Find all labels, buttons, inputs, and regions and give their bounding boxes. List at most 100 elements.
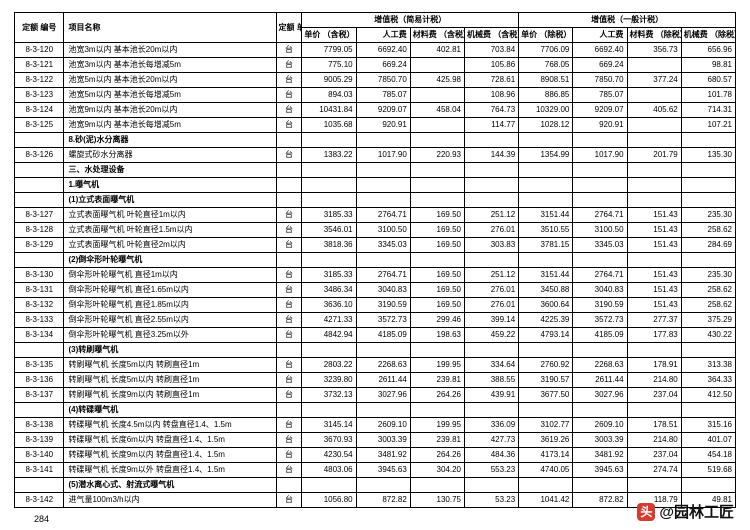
- cell-value: 454.18: [681, 448, 735, 463]
- cell-unit: [276, 133, 302, 148]
- cell-code: 8-3-127: [15, 208, 64, 223]
- cell-value: 3600.64: [519, 298, 573, 313]
- cell-value: 7799.05: [302, 43, 356, 58]
- cell-unit: 台: [276, 283, 302, 298]
- cell-value: 3190.57: [519, 373, 573, 388]
- cell-value: 1383.22: [302, 148, 356, 163]
- cell-value: 4793.14: [519, 328, 573, 343]
- cell-value: 303.83: [464, 238, 518, 253]
- cell-value: 872.82: [356, 493, 410, 508]
- cell-code: 8-3-139: [15, 433, 64, 448]
- cell-name: (3)转刷曝气机: [64, 343, 276, 358]
- cell-unit: [276, 478, 302, 493]
- table-row: 8-3-130倒伞形叶轮曝气机 直径1m以内台3185.332764.71169…: [15, 268, 736, 283]
- cell-value: 3572.73: [356, 313, 410, 328]
- cell-name: 立式表面曝气机 叶轮直径2m以内: [64, 238, 276, 253]
- cell-value: 178.51: [627, 418, 681, 433]
- cell-value: 439.91: [464, 388, 518, 403]
- cell-value: 405.62: [627, 103, 681, 118]
- cell-value: 199.95: [410, 358, 464, 373]
- cell-value: 2611.44: [356, 373, 410, 388]
- cell-unit: [276, 343, 302, 358]
- cell-name: (2)倒伞形叶轮曝气机: [64, 253, 276, 268]
- table-row: 8-3-138转碟曝气机 长度4.5m以内 转盘直径1.4、1.5m台3145.…: [15, 418, 736, 433]
- cell-value: 2803.22: [302, 358, 356, 373]
- cell-value: 313.38: [681, 358, 735, 373]
- cell-value: 459.22: [464, 328, 518, 343]
- cell-value: 425.98: [410, 73, 464, 88]
- table-row: (3)转刷曝气机: [15, 343, 736, 358]
- cell-value: [681, 403, 735, 418]
- table-body: 8-3-120池宽3m以内 基本池长20m以内台7799.056692.4040…: [15, 43, 736, 508]
- cell-value: [464, 163, 518, 178]
- cell-value: 2268.63: [573, 358, 627, 373]
- cell-code: 8-3-123: [15, 88, 64, 103]
- cell-unit: 台: [276, 328, 302, 343]
- cell-value: 4271.33: [302, 313, 356, 328]
- cell-value: 1028.12: [519, 118, 573, 133]
- cell-name: 立式表面曝气机 叶轮直径1m以内: [64, 208, 276, 223]
- cell-value: 130.75: [410, 493, 464, 508]
- cell-value: 3003.39: [356, 433, 410, 448]
- cell-unit: 台: [276, 118, 302, 133]
- page-container: 定额 编号 项目名称 定额 单位 增值税（简易计税） 增值税（一般计税） 单价 …: [0, 0, 750, 530]
- cell-value: 4225.39: [519, 313, 573, 328]
- cell-value: 7850.70: [356, 73, 410, 88]
- cell-value: [573, 163, 627, 178]
- cell-value: 3619.26: [519, 433, 573, 448]
- cell-value: 276.01: [464, 283, 518, 298]
- cell-code: [15, 478, 64, 493]
- table-row: 8-3-123池宽5m以内 基本池长每增减5m台894.03785.07108.…: [15, 88, 736, 103]
- cell-value: [410, 58, 464, 73]
- cell-code: 8-3-130: [15, 268, 64, 283]
- cell-value: [627, 478, 681, 493]
- cell-value: [519, 403, 573, 418]
- watermark: 头 @园林工匠: [637, 501, 734, 522]
- cell-value: 220.93: [410, 148, 464, 163]
- cell-name: 池宽5m以内 基本池长20m以内: [64, 73, 276, 88]
- cell-value: [464, 403, 518, 418]
- th-g2-c2: 人工费: [573, 28, 627, 43]
- cell-value: 151.43: [627, 298, 681, 313]
- cell-value: 3345.03: [573, 238, 627, 253]
- cell-value: 427.73: [464, 433, 518, 448]
- cell-unit: 台: [276, 223, 302, 238]
- cell-unit: 台: [276, 88, 302, 103]
- cell-value: 3677.50: [519, 388, 573, 403]
- cell-value: 2764.71: [573, 208, 627, 223]
- cell-value: [410, 88, 464, 103]
- cell-value: 3040.83: [573, 283, 627, 298]
- cell-value: 2764.71: [356, 268, 410, 283]
- cell-value: 4803.06: [302, 463, 356, 478]
- cell-value: 3003.39: [573, 433, 627, 448]
- table-row: 8-3-131倒伞形叶轮曝气机 直径1.65m以内台3486.343040.83…: [15, 283, 736, 298]
- cell-value: [410, 343, 464, 358]
- cell-value: [464, 133, 518, 148]
- table-row: (4)转碟曝气机: [15, 403, 736, 418]
- cell-value: 169.50: [410, 208, 464, 223]
- cell-value: 3185.33: [302, 268, 356, 283]
- cell-value: 2764.71: [573, 268, 627, 283]
- cell-value: 920.91: [573, 118, 627, 133]
- cell-value: 3732.13: [302, 388, 356, 403]
- cell-name: (5)潜水离心式、射流式曝气机: [64, 478, 276, 493]
- cell-value: [356, 193, 410, 208]
- cell-value: 2268.63: [356, 358, 410, 373]
- cell-value: 276.01: [464, 223, 518, 238]
- cell-value: 237.04: [627, 448, 681, 463]
- cell-value: 151.43: [627, 208, 681, 223]
- cell-code: [15, 253, 64, 268]
- cell-unit: 台: [276, 58, 302, 73]
- cell-value: 2609.10: [573, 418, 627, 433]
- cell-value: [410, 178, 464, 193]
- cell-unit: [276, 403, 302, 418]
- cell-value: 315.16: [681, 418, 735, 433]
- th-g1-c4: 机械费 （含税）: [464, 28, 518, 43]
- cell-code: 8-3-142: [15, 493, 64, 508]
- table-row: 三、水处理设备: [15, 163, 736, 178]
- cell-value: 264.26: [410, 388, 464, 403]
- cell-code: 8-3-128: [15, 223, 64, 238]
- cell-value: 151.43: [627, 223, 681, 238]
- th-group1: 增值税（简易计税）: [302, 13, 519, 28]
- table-row: (2)倒伞形叶轮曝气机: [15, 253, 736, 268]
